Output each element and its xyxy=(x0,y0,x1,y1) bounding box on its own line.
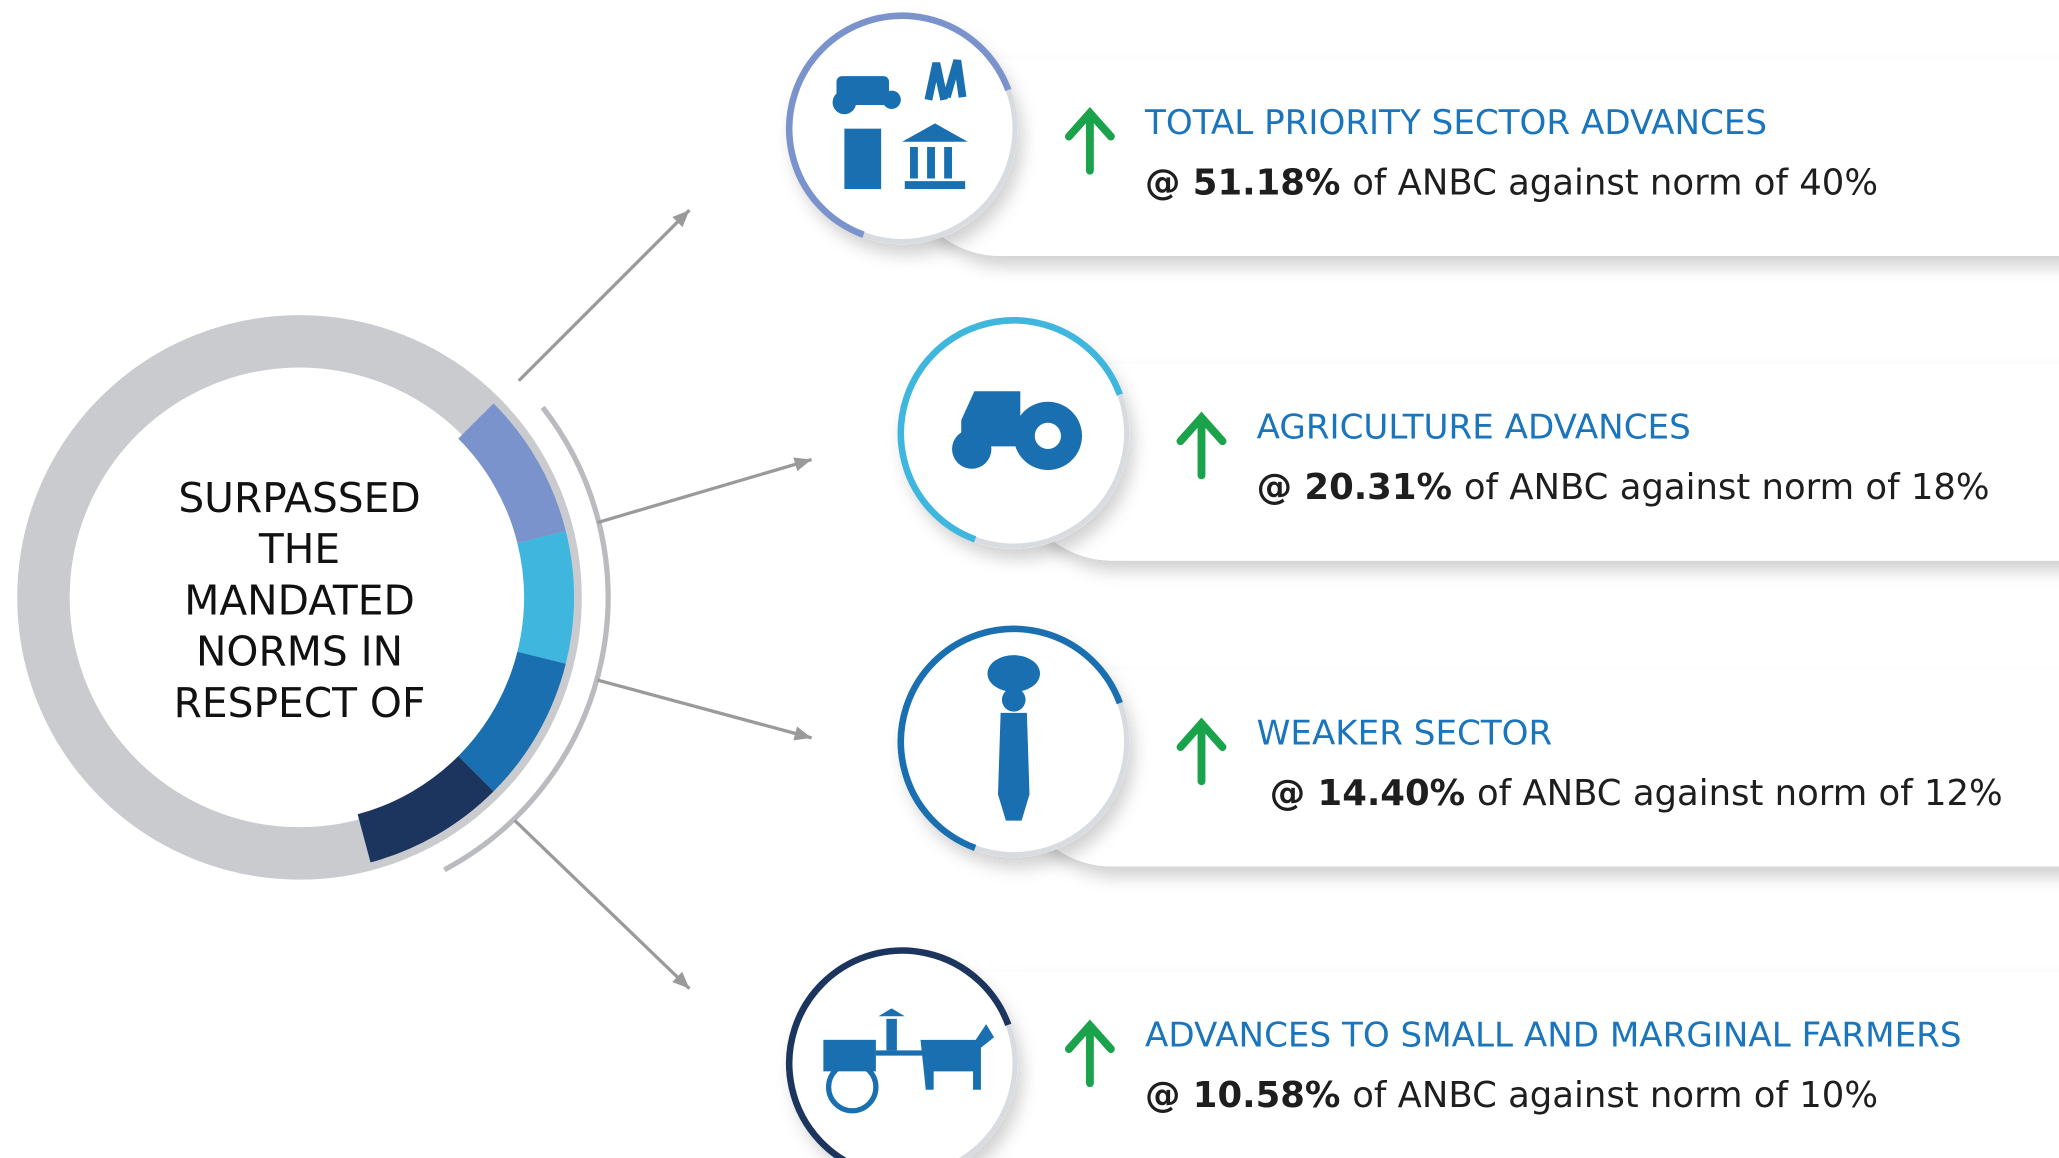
center-text: RESPECT OF xyxy=(174,679,426,727)
center-text: SURPASSED xyxy=(178,474,420,522)
item-card: ADVANCES TO SMALL AND MARGINAL FARMERS @ … xyxy=(785,947,2059,1158)
ring-segment xyxy=(457,651,566,792)
icon-ring xyxy=(955,393,1130,549)
item-card: WEAKER SECTOR @ 14.40% of ANBC against nor… xyxy=(897,625,2059,867)
card-pill xyxy=(902,59,2059,256)
icon xyxy=(952,391,1083,471)
icon-part xyxy=(878,1008,905,1051)
icon-part xyxy=(1001,687,1026,712)
item-card: TOTAL PRIORITY SECTOR ADVANCES @ 51.18% of… xyxy=(785,12,2059,256)
icon-ring-accent xyxy=(897,625,1123,851)
item-rest: of ANBC against norm of 12% xyxy=(1477,773,2003,814)
up-arrow-part xyxy=(1176,411,1227,480)
icon-ring xyxy=(844,89,1018,245)
icon-part xyxy=(987,655,1041,692)
center-text: NORMS IN xyxy=(196,628,403,676)
arrow-head xyxy=(672,210,690,228)
up-arrow-part xyxy=(1176,717,1227,786)
card-pill xyxy=(902,971,2059,1158)
items: TOTAL PRIORITY SECTOR ADVANCES @ 51.18% of… xyxy=(785,12,2059,1158)
icon-ring-accent xyxy=(897,317,1123,543)
ring-segment xyxy=(357,755,494,863)
icon-part xyxy=(924,59,967,101)
arrow-head xyxy=(793,726,812,741)
icon-part xyxy=(902,123,968,190)
card-pill xyxy=(1013,669,2059,867)
icon-part xyxy=(952,429,992,469)
item-title: ADVANCES TO SMALL AND MARGINAL FARMERS xyxy=(1145,1015,1961,1055)
icon-part xyxy=(920,1024,995,1090)
item-title: WEAKER SECTOR xyxy=(1257,713,1553,753)
item-detail: @ 51.18% of ANBC against norm of 40% xyxy=(1145,162,1878,203)
icon-part xyxy=(997,712,1030,821)
up-arrow xyxy=(1176,411,1227,480)
item-detail: @ 10.58% of ANBC against norm of 10% xyxy=(1145,1075,1878,1116)
up-arrow-part xyxy=(1064,106,1115,175)
item-value: @ 51.18% xyxy=(1145,162,1340,203)
up-arrow-part xyxy=(1064,1019,1115,1088)
up-arrow xyxy=(1064,106,1115,175)
item-value: @ 10.58% xyxy=(1145,1075,1340,1116)
icon-ring xyxy=(958,1023,1018,1158)
icon xyxy=(823,1008,995,1114)
card-pill xyxy=(1013,363,2059,561)
ring-segment xyxy=(457,403,566,544)
center-text: THE xyxy=(258,525,340,573)
item-title: TOTAL PRIORITY SECTOR ADVANCES xyxy=(1144,103,1767,143)
item-card: AGRICULTURE ADVANCES @ 20.31% of ANBC agai… xyxy=(897,317,2059,561)
icon-part xyxy=(1034,422,1062,450)
icon-part xyxy=(882,90,901,109)
up-arrow xyxy=(1176,717,1227,786)
connector-arrow xyxy=(513,819,691,990)
icon-ring-accent xyxy=(785,12,1012,238)
arrow-head xyxy=(672,971,690,989)
item-value: @ 14.40% xyxy=(1270,773,1465,814)
icon-part xyxy=(832,90,857,115)
icon-part xyxy=(825,1060,879,1114)
item-detail: @ 20.31% of ANBC against norm of 18% xyxy=(1257,467,1990,508)
icon-ring xyxy=(955,702,1130,858)
ring-segment xyxy=(517,531,574,664)
center-disc xyxy=(69,367,530,828)
item-rest: of ANBC against norm of 18% xyxy=(1464,467,1990,508)
icon xyxy=(987,655,1041,821)
icon-part xyxy=(844,128,882,190)
icon-ring-accent xyxy=(785,947,1012,1158)
up-arrow xyxy=(1064,1019,1115,1088)
item-value: @ 20.31% xyxy=(1257,467,1452,508)
connector-arrow xyxy=(517,208,691,382)
arrow-head xyxy=(793,457,812,472)
outer-arc xyxy=(443,405,611,873)
item-rest: of ANBC against norm of 10% xyxy=(1352,1075,1878,1116)
connector-arrow xyxy=(597,678,812,740)
item-rest: of ANBC against norm of 40% xyxy=(1352,162,1878,203)
item-detail: @ 14.40% of ANBC against norm of 12% xyxy=(1270,773,2003,814)
center-text: MANDATED xyxy=(184,576,415,624)
item-title: AGRICULTURE ADVANCES xyxy=(1257,408,1691,448)
icon xyxy=(832,59,968,190)
connector-arrow xyxy=(597,457,813,525)
